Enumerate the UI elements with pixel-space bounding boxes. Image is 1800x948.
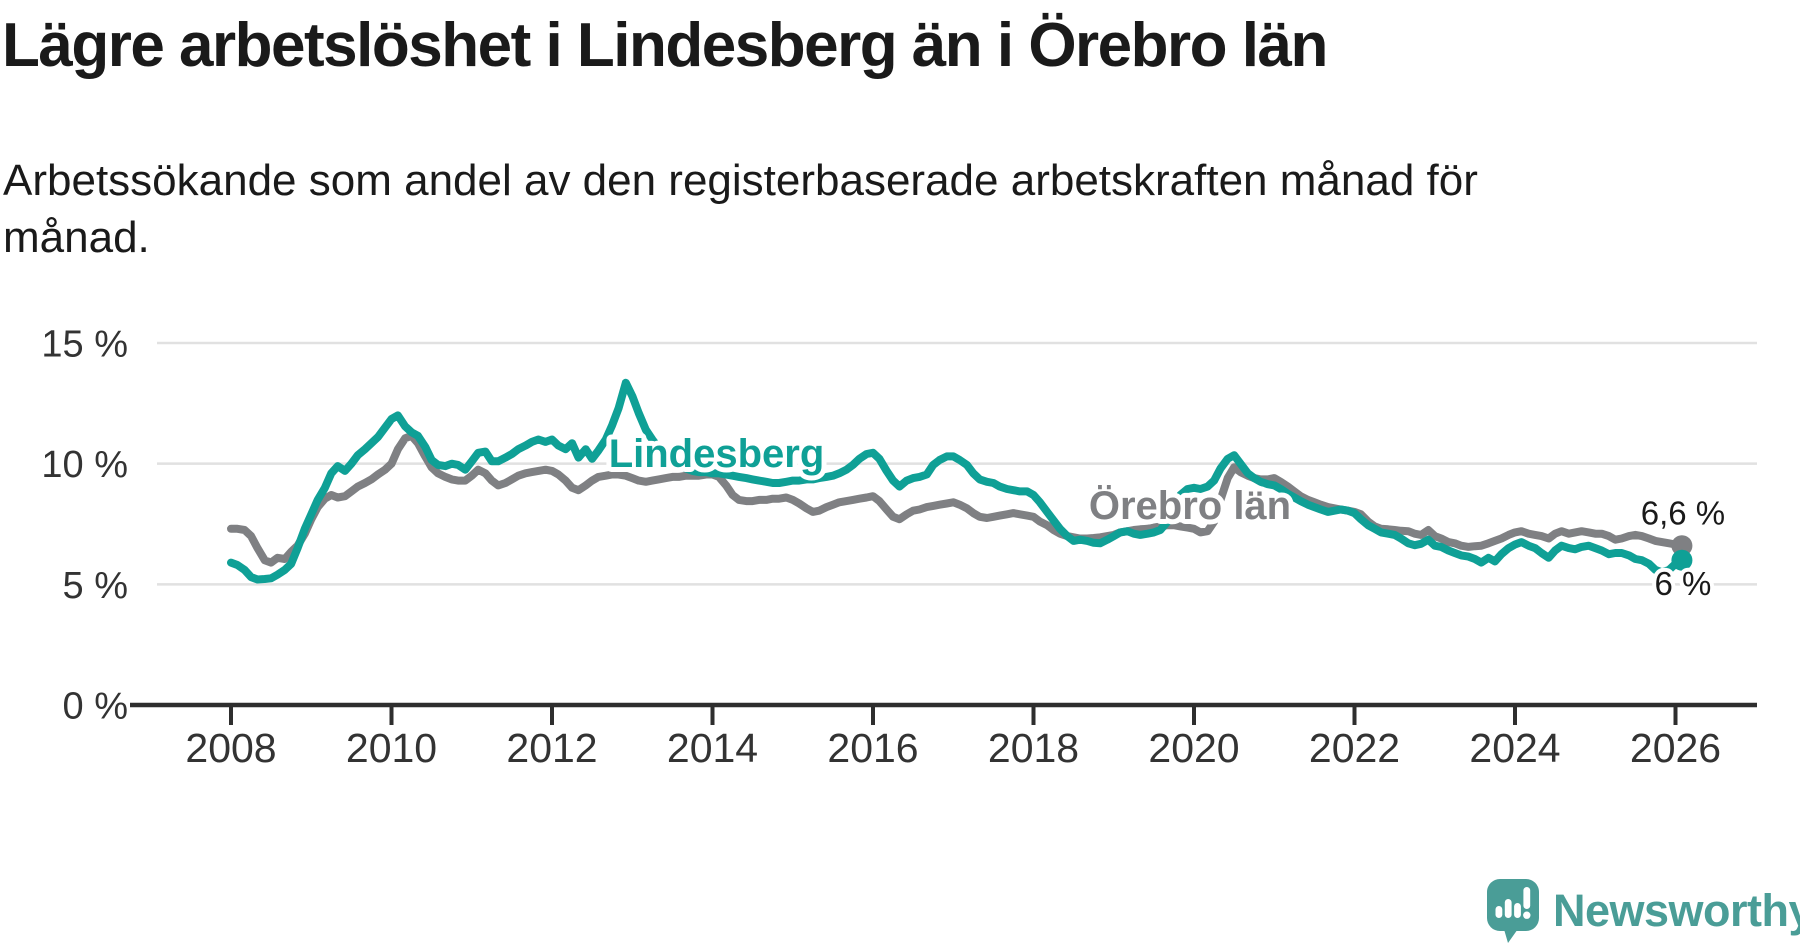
x-tick-label: 2022 [1309, 725, 1400, 771]
newsworthy-wordmark: Newsworthy [1553, 885, 1800, 936]
y-axis-tick-labels: 15 % 10 % 5 % 0 % [41, 324, 128, 728]
x-axis [130, 702, 1757, 725]
y-tick-label: 15 % [41, 324, 128, 366]
x-tick-label: 2016 [827, 725, 918, 771]
series-end-value-label: 6,6 % [1641, 495, 1725, 532]
series-lines [227, 378, 1686, 584]
series-end-dot [1671, 535, 1693, 557]
x-tick-label: 2018 [988, 725, 1079, 771]
series-label: Örebro län [1089, 483, 1291, 528]
x-axis-tick-labels: 2008 2010 2012 2014 2016 2018 2020 2022 2024 2026 [185, 725, 1721, 771]
newsworthy-speech-bubble-barchart-icon [1487, 879, 1539, 943]
y-tick-label: 10 % [41, 444, 128, 486]
x-tick-label: 2008 [185, 725, 276, 771]
series-annotations: Örebro län 6,6 % Lindesberg 6 % [604, 427, 1729, 606]
x-tick-label: 2026 [1630, 725, 1721, 771]
x-tick-label: 2012 [506, 725, 597, 771]
x-tick-label: 2010 [346, 725, 437, 771]
gridlines [157, 341, 1757, 586]
x-tick-label: 2024 [1469, 725, 1560, 771]
x-tick-label: 2014 [667, 725, 758, 771]
page-title: Lägre arbetslöshet i Lindesberg än i Öre… [2, 11, 1328, 80]
y-tick-label: 0 % [63, 686, 128, 728]
y-tick-label: 5 % [63, 565, 128, 607]
newsworthy-logo: Newsworthy [1486, 878, 1800, 944]
chart-subtitle-line1: Arbetssökande som andel av den registerb… [3, 156, 1478, 205]
series-end-dot [1671, 549, 1693, 571]
chart-subtitle-line2: månad. [3, 213, 150, 262]
series-end-value-label: 6 % [1654, 565, 1711, 602]
series-label: Lindesberg [609, 432, 825, 476]
series-line--rebro-l-n [227, 431, 1686, 567]
series-line-lindesberg [227, 378, 1686, 584]
x-tick-label: 2020 [1148, 725, 1239, 771]
